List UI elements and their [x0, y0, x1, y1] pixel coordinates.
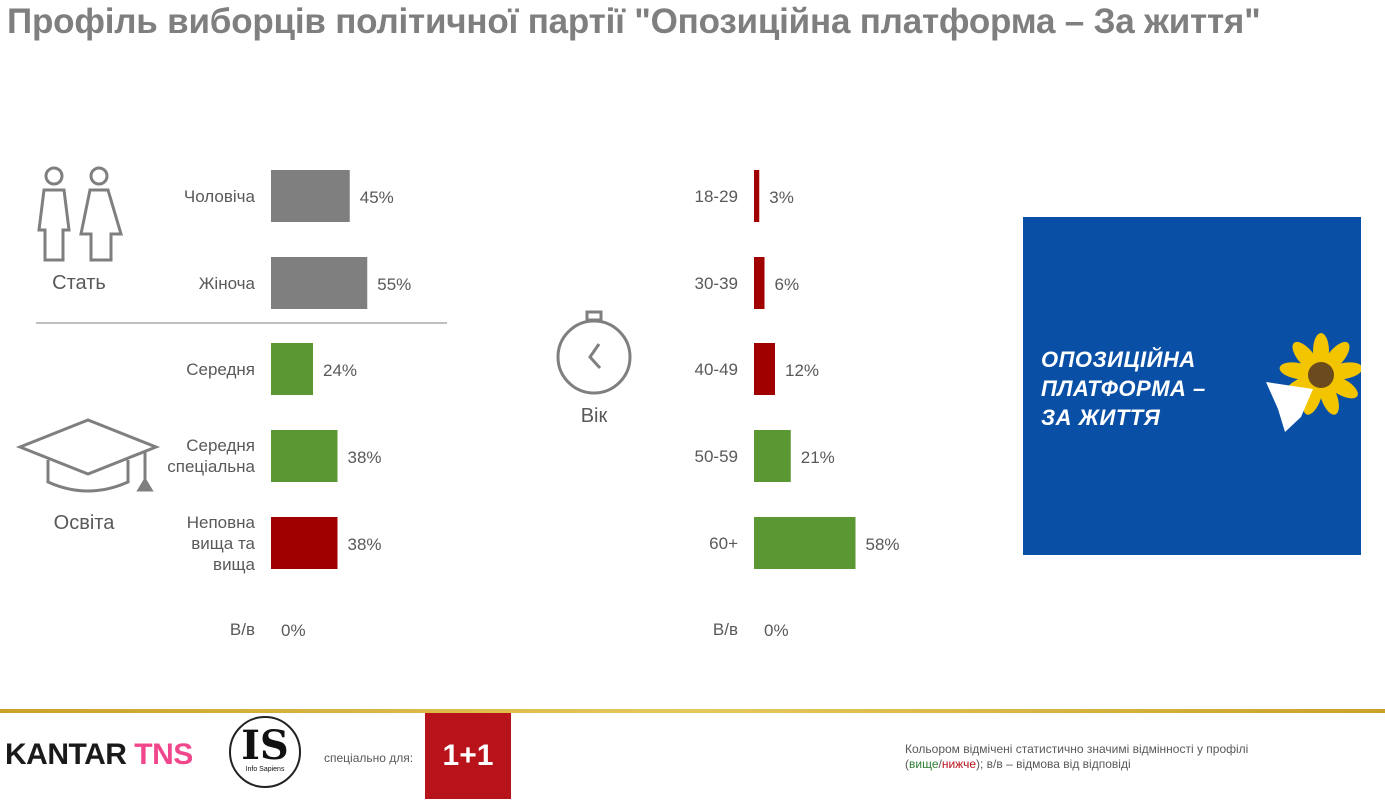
- bar-1-0: [271, 343, 313, 395]
- profile-chart: 45% 55% 24% 38% 38% 0% 3% 6% 12% 21% 58% 0%: [15, 166, 900, 640]
- footer-divider: [0, 709, 1385, 713]
- info-sapiens-logo: IS Info Sapiens: [229, 716, 301, 788]
- category-label-2-4: 60+: [709, 533, 738, 553]
- category-label-0-1: Жіноча: [198, 273, 255, 293]
- category-label-2-5: В/в: [712, 619, 738, 639]
- bar-0-0: [271, 170, 350, 222]
- bar-2-1: [754, 257, 765, 309]
- category-label-1-3: В/в: [229, 619, 255, 639]
- category-label-2-3: 50-59: [694, 446, 738, 466]
- category-label-1-0: Середня: [186, 359, 255, 379]
- value-label-2-5: 0%: [764, 621, 789, 640]
- category-label-1-2: Неповна вища та вища: [186, 512, 255, 574]
- age-section-title: Вік: [580, 405, 608, 427]
- stopwatch-icon: [556, 310, 632, 395]
- party-logo: ОПОЗИЦІЙНА ПЛАТФОРМА – ЗА ЖИТТЯ: [1023, 217, 1361, 555]
- category-label-2-1: 30-39: [694, 273, 738, 293]
- bar-2-3: [754, 430, 791, 482]
- category-label-0-0: Чоловіча: [183, 186, 255, 206]
- footnote: Кольором відмічені статистично значимі в…: [905, 742, 1249, 771]
- kantar-tns-logo: KANTAR TNS: [5, 738, 193, 771]
- value-label-2-1: 6%: [775, 275, 800, 294]
- sunflower-icon: [1266, 333, 1361, 432]
- value-label-0-0: 45%: [360, 188, 394, 207]
- bar-1-1: [271, 430, 338, 482]
- value-label-0-1: 55%: [377, 275, 411, 294]
- bar-2-4: [754, 517, 856, 569]
- bar-0-1: [271, 257, 368, 309]
- bar-2-0: [754, 170, 760, 222]
- value-label-2-4: 58%: [866, 535, 900, 554]
- party-logo-text: ОПОЗИЦІЙНА ПЛАТФОРМА – ЗА ЖИТТЯ: [1041, 347, 1206, 430]
- people-icon: [37, 166, 124, 262]
- value-label-1-0: 24%: [323, 361, 357, 380]
- bar-1-2: [271, 517, 338, 569]
- gender-section-title: Стать: [52, 272, 106, 294]
- bar-2-2: [754, 343, 775, 395]
- page-title: Профіль виборців політичної партії "Опоз…: [7, 2, 1261, 41]
- value-label-1-2: 38%: [348, 535, 382, 554]
- value-label-1-1: 38%: [348, 448, 382, 467]
- category-label-2-0: 18-29: [694, 186, 738, 206]
- dove-icon: [1266, 382, 1313, 432]
- category-label-1-1: Середня спеціальна: [167, 436, 255, 476]
- value-label-2-0: 3%: [769, 188, 794, 207]
- value-label-2-2: 12%: [785, 361, 819, 380]
- special-for-label: спеціально для:: [324, 751, 414, 765]
- value-label-1-3: 0%: [281, 621, 306, 640]
- graduation-cap-icon: [15, 418, 161, 493]
- value-label-2-3: 21%: [801, 448, 835, 467]
- education-section-title: Освіта: [53, 512, 115, 534]
- channel-logo: 1+1: [425, 713, 511, 799]
- category-label-2-2: 40-49: [694, 359, 738, 379]
